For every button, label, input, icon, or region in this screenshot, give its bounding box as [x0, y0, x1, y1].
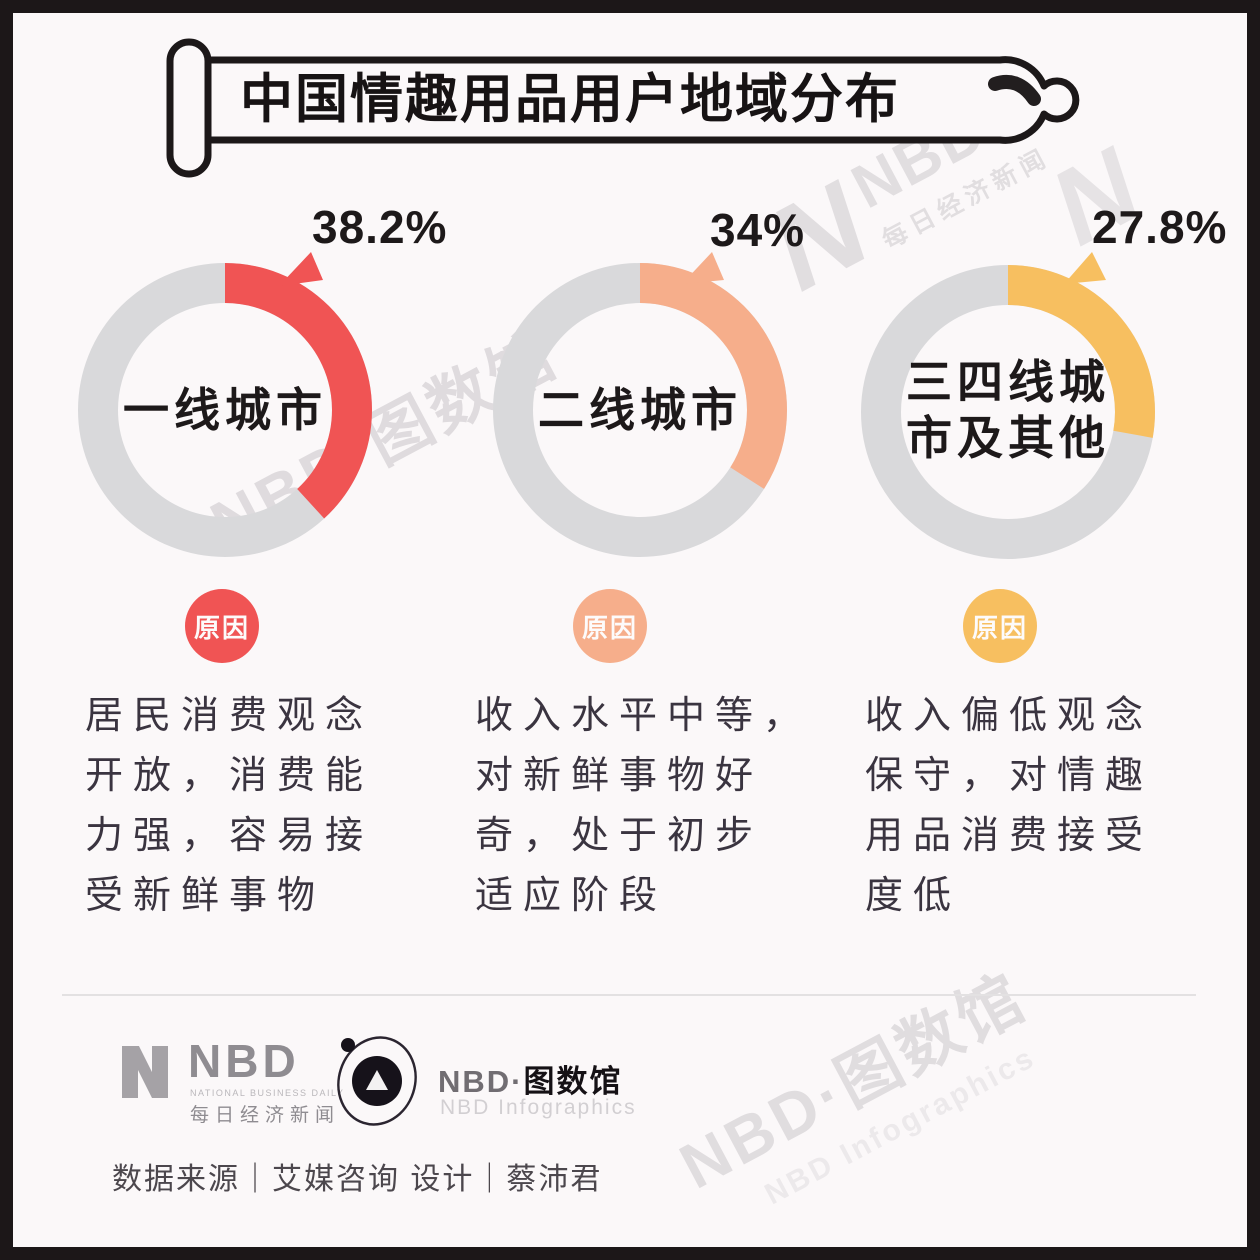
donut-arc: [861, 265, 1155, 559]
donut-arc: [493, 263, 787, 557]
donut-center-label-tier2: 二线城市: [538, 384, 742, 436]
orbit-logo-icon: [337, 1036, 417, 1126]
tushuguan-logo-sub: NBD Infographics: [440, 1096, 637, 1119]
nbd-logo-cn: 每日经济新闻: [190, 1105, 341, 1126]
reason-badge-tier3: 原因: [963, 589, 1037, 663]
donut-arc: [78, 263, 372, 557]
reason-text-tier2: 收入水平中等， 对新鲜事物好 奇，处于初步 适应阶段: [475, 695, 812, 917]
pct-label-tier1: 38.2%: [312, 201, 448, 253]
nbd-logo-text: NBD: [188, 1035, 300, 1087]
pct-label-tier2: 34%: [710, 204, 806, 256]
source-credit-line: 数据来源｜艾媒咨询 设计｜蔡沛君: [112, 1163, 603, 1196]
donut-center-label-tier1: 一线城市: [123, 384, 327, 436]
pct-label-tier3: 27.8%: [1092, 201, 1228, 253]
condom-tip-highlight-icon: [988, 74, 1041, 106]
pointer-triangle-icon: [1064, 252, 1106, 284]
reason-text-tier3: 收入偏低观念 保守，对情趣 用品消费接受 度低: [865, 695, 1154, 917]
nbd-logo-caps: NATIONAL BUSINESS DAILY: [190, 1088, 345, 1098]
tushuguan-logo-text: NBD·图数馆: [438, 1064, 623, 1099]
donut-center-label-tier3: 三四线城 市及其他: [906, 356, 1110, 464]
donut-chart-tier3: [861, 252, 1155, 559]
pointer-triangle-icon: [682, 252, 724, 284]
donut-chart-tier2: [493, 252, 787, 557]
pointer-triangle-icon: [279, 252, 323, 286]
reason-badge-tier2: 原因: [573, 589, 647, 663]
reason-text-tier1: 居民消费观念 开放，消费能 力强，容易接 受新鲜事物: [85, 695, 374, 917]
footer-divider: [62, 994, 1196, 996]
watermark-tushuguan-bottom: NBD·图数馆 NBD Infographics: [668, 960, 1042, 1212]
donut-chart-tier1: [78, 252, 372, 557]
condom-shape-icon: [166, 38, 1080, 178]
nbd-logo-icon: [122, 1046, 168, 1098]
page-title: 中国情趣用品用户地域分布: [240, 70, 900, 129]
reason-badge-tier1: 原因: [185, 589, 259, 663]
